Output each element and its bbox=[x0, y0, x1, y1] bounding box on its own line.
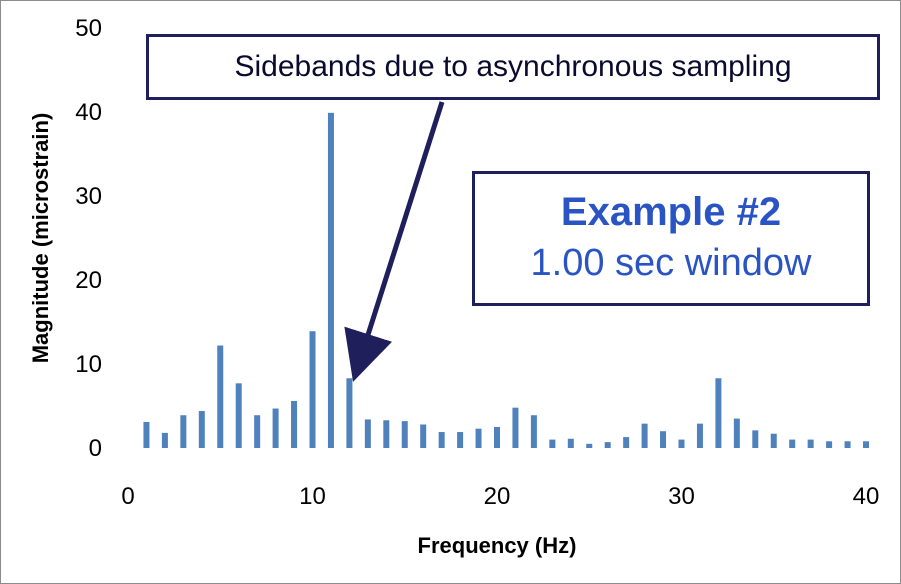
bar bbox=[863, 441, 869, 448]
bar bbox=[364, 419, 371, 448]
bar bbox=[623, 437, 630, 448]
sideband-annotation-text: Sidebands due to asynchronous sampling bbox=[234, 50, 792, 83]
x-axis-tick-labels: 0 10 20 30 40 bbox=[121, 483, 879, 510]
bar bbox=[401, 421, 408, 448]
y-tick-label: 20 bbox=[75, 267, 102, 294]
bar bbox=[678, 439, 685, 448]
bar bbox=[530, 415, 537, 448]
bar bbox=[327, 112, 334, 448]
y-tick-label: 0 bbox=[89, 435, 102, 462]
bar bbox=[789, 439, 796, 448]
bar bbox=[438, 432, 445, 448]
bar bbox=[696, 423, 703, 448]
bar bbox=[420, 424, 427, 448]
bar bbox=[660, 431, 667, 448]
bar bbox=[770, 433, 777, 448]
x-tick-label: 10 bbox=[299, 483, 326, 510]
y-tick-label: 10 bbox=[75, 351, 102, 378]
bar bbox=[457, 432, 464, 448]
x-tick-label: 40 bbox=[853, 483, 880, 510]
sideband-annotation-box: Sidebands due to asynchronous sampling bbox=[146, 34, 880, 100]
bar bbox=[346, 378, 353, 448]
y-tick-label: 40 bbox=[75, 99, 102, 126]
example-callout-box: Example #2 1.00 sec window bbox=[472, 171, 870, 306]
y-tick-label: 30 bbox=[75, 183, 102, 210]
bar bbox=[752, 430, 759, 448]
example-title: Example #2 bbox=[560, 190, 782, 234]
bar bbox=[604, 442, 611, 448]
bar bbox=[641, 423, 648, 448]
bar bbox=[586, 443, 593, 448]
bar bbox=[512, 407, 519, 448]
annotation-arrow bbox=[344, 101, 445, 382]
y-tick-label: 50 bbox=[75, 15, 102, 42]
bar bbox=[143, 421, 150, 448]
y-axis-tick-labels: 0 10 20 30 40 50 bbox=[75, 15, 102, 462]
bar bbox=[383, 420, 390, 448]
y-axis-title: Magnitude (microstrain) bbox=[28, 113, 53, 364]
bar bbox=[235, 383, 242, 448]
bar bbox=[807, 439, 814, 448]
x-tick-label: 20 bbox=[484, 483, 511, 510]
bar bbox=[272, 408, 279, 448]
bar bbox=[733, 418, 740, 448]
bar bbox=[494, 427, 500, 448]
bar bbox=[844, 441, 851, 448]
bar bbox=[826, 441, 833, 448]
bar bbox=[291, 400, 298, 448]
example-subtitle: 1.00 sec window bbox=[530, 242, 812, 284]
x-tick-label: 0 bbox=[121, 483, 134, 510]
x-axis-title: Frequency (Hz) bbox=[418, 533, 577, 558]
bar bbox=[254, 415, 261, 448]
bar bbox=[217, 345, 224, 448]
bar bbox=[549, 439, 556, 448]
bar bbox=[309, 331, 316, 448]
bar bbox=[161, 432, 168, 448]
bar bbox=[475, 428, 482, 448]
bar bbox=[715, 378, 722, 448]
x-tick-label: 30 bbox=[668, 483, 695, 510]
bar bbox=[198, 411, 205, 448]
bar bbox=[567, 438, 574, 448]
bar bbox=[180, 415, 187, 448]
bar-series bbox=[143, 112, 869, 448]
